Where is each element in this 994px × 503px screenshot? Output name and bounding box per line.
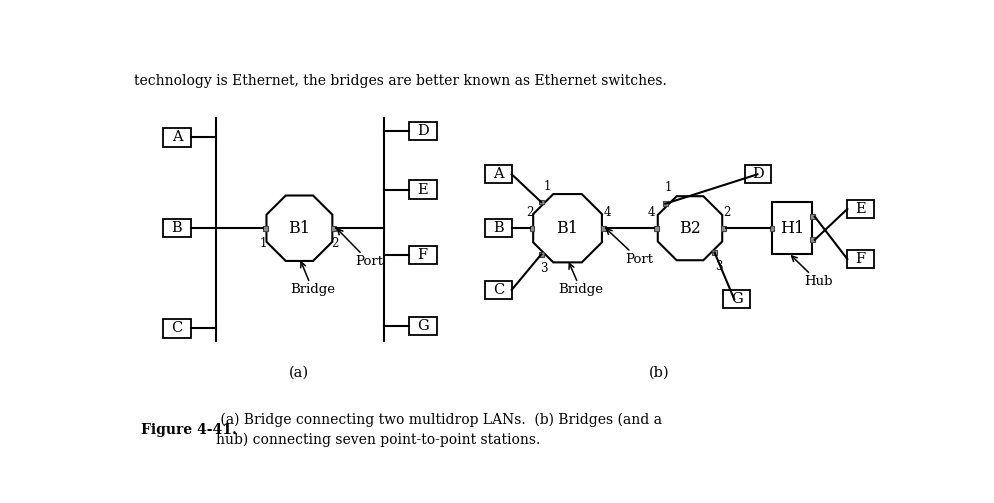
Text: B2: B2 xyxy=(679,220,701,237)
Text: (b): (b) xyxy=(649,365,669,379)
Bar xyxy=(530,226,534,230)
Bar xyxy=(746,165,771,183)
Bar xyxy=(769,226,774,230)
Text: F: F xyxy=(856,252,866,266)
Text: B1: B1 xyxy=(288,220,310,237)
Bar xyxy=(847,250,874,268)
Bar xyxy=(409,246,436,265)
Text: 2: 2 xyxy=(724,206,731,219)
Polygon shape xyxy=(658,196,723,260)
Text: C: C xyxy=(493,283,504,297)
Bar xyxy=(485,281,512,299)
Bar xyxy=(485,219,512,237)
Bar xyxy=(601,226,605,230)
Text: 2: 2 xyxy=(331,237,339,249)
Text: H1: H1 xyxy=(780,220,804,237)
Text: Figure 4-41.: Figure 4-41. xyxy=(141,423,238,437)
Bar xyxy=(810,214,815,219)
Text: B: B xyxy=(493,221,504,235)
Text: Bridge: Bridge xyxy=(559,264,603,296)
Text: 2: 2 xyxy=(527,206,534,219)
Bar xyxy=(163,219,191,237)
Bar xyxy=(539,200,544,204)
Bar xyxy=(663,201,668,206)
Bar xyxy=(654,226,659,230)
Text: 4: 4 xyxy=(647,206,655,219)
Text: D: D xyxy=(416,124,428,138)
Text: C: C xyxy=(171,321,183,336)
Text: 4: 4 xyxy=(603,206,611,219)
Bar xyxy=(163,128,191,146)
Text: (a): (a) xyxy=(289,365,309,379)
Bar xyxy=(485,165,512,183)
Text: 1: 1 xyxy=(544,180,551,193)
Text: B1: B1 xyxy=(557,220,579,237)
Bar xyxy=(409,317,436,336)
Text: Bridge: Bridge xyxy=(290,262,335,296)
Bar xyxy=(721,226,726,230)
Bar xyxy=(409,181,436,199)
Text: Hub: Hub xyxy=(791,256,832,288)
Polygon shape xyxy=(533,194,602,263)
Bar xyxy=(331,226,336,230)
Text: D: D xyxy=(752,167,764,181)
Bar xyxy=(713,250,717,255)
Text: Port: Port xyxy=(337,229,384,268)
Bar xyxy=(772,202,812,255)
Text: B: B xyxy=(172,221,182,235)
Text: 3: 3 xyxy=(715,261,723,274)
Bar xyxy=(263,226,267,230)
Text: 3: 3 xyxy=(541,262,548,275)
Text: technology is Ethernet, the bridges are better known as Ethernet switches.: technology is Ethernet, the bridges are … xyxy=(134,74,667,88)
Text: A: A xyxy=(172,130,182,144)
Bar xyxy=(724,290,749,308)
Text: Port: Port xyxy=(606,229,653,266)
Text: F: F xyxy=(417,248,427,262)
Bar xyxy=(409,122,436,140)
Text: 1: 1 xyxy=(665,182,672,195)
Text: 1: 1 xyxy=(260,237,267,249)
Bar xyxy=(810,237,815,242)
Text: G: G xyxy=(731,292,743,306)
Text: A: A xyxy=(493,167,504,181)
Text: G: G xyxy=(416,319,428,333)
Text: E: E xyxy=(417,183,428,197)
Bar xyxy=(163,319,191,338)
Bar xyxy=(847,200,874,218)
Text: E: E xyxy=(855,202,866,216)
Polygon shape xyxy=(266,196,332,261)
Text: (a) Bridge connecting two multidrop LANs.  (b) Bridges (and a
hub) connecting se: (a) Bridge connecting two multidrop LANs… xyxy=(216,413,662,447)
Bar xyxy=(539,252,544,257)
